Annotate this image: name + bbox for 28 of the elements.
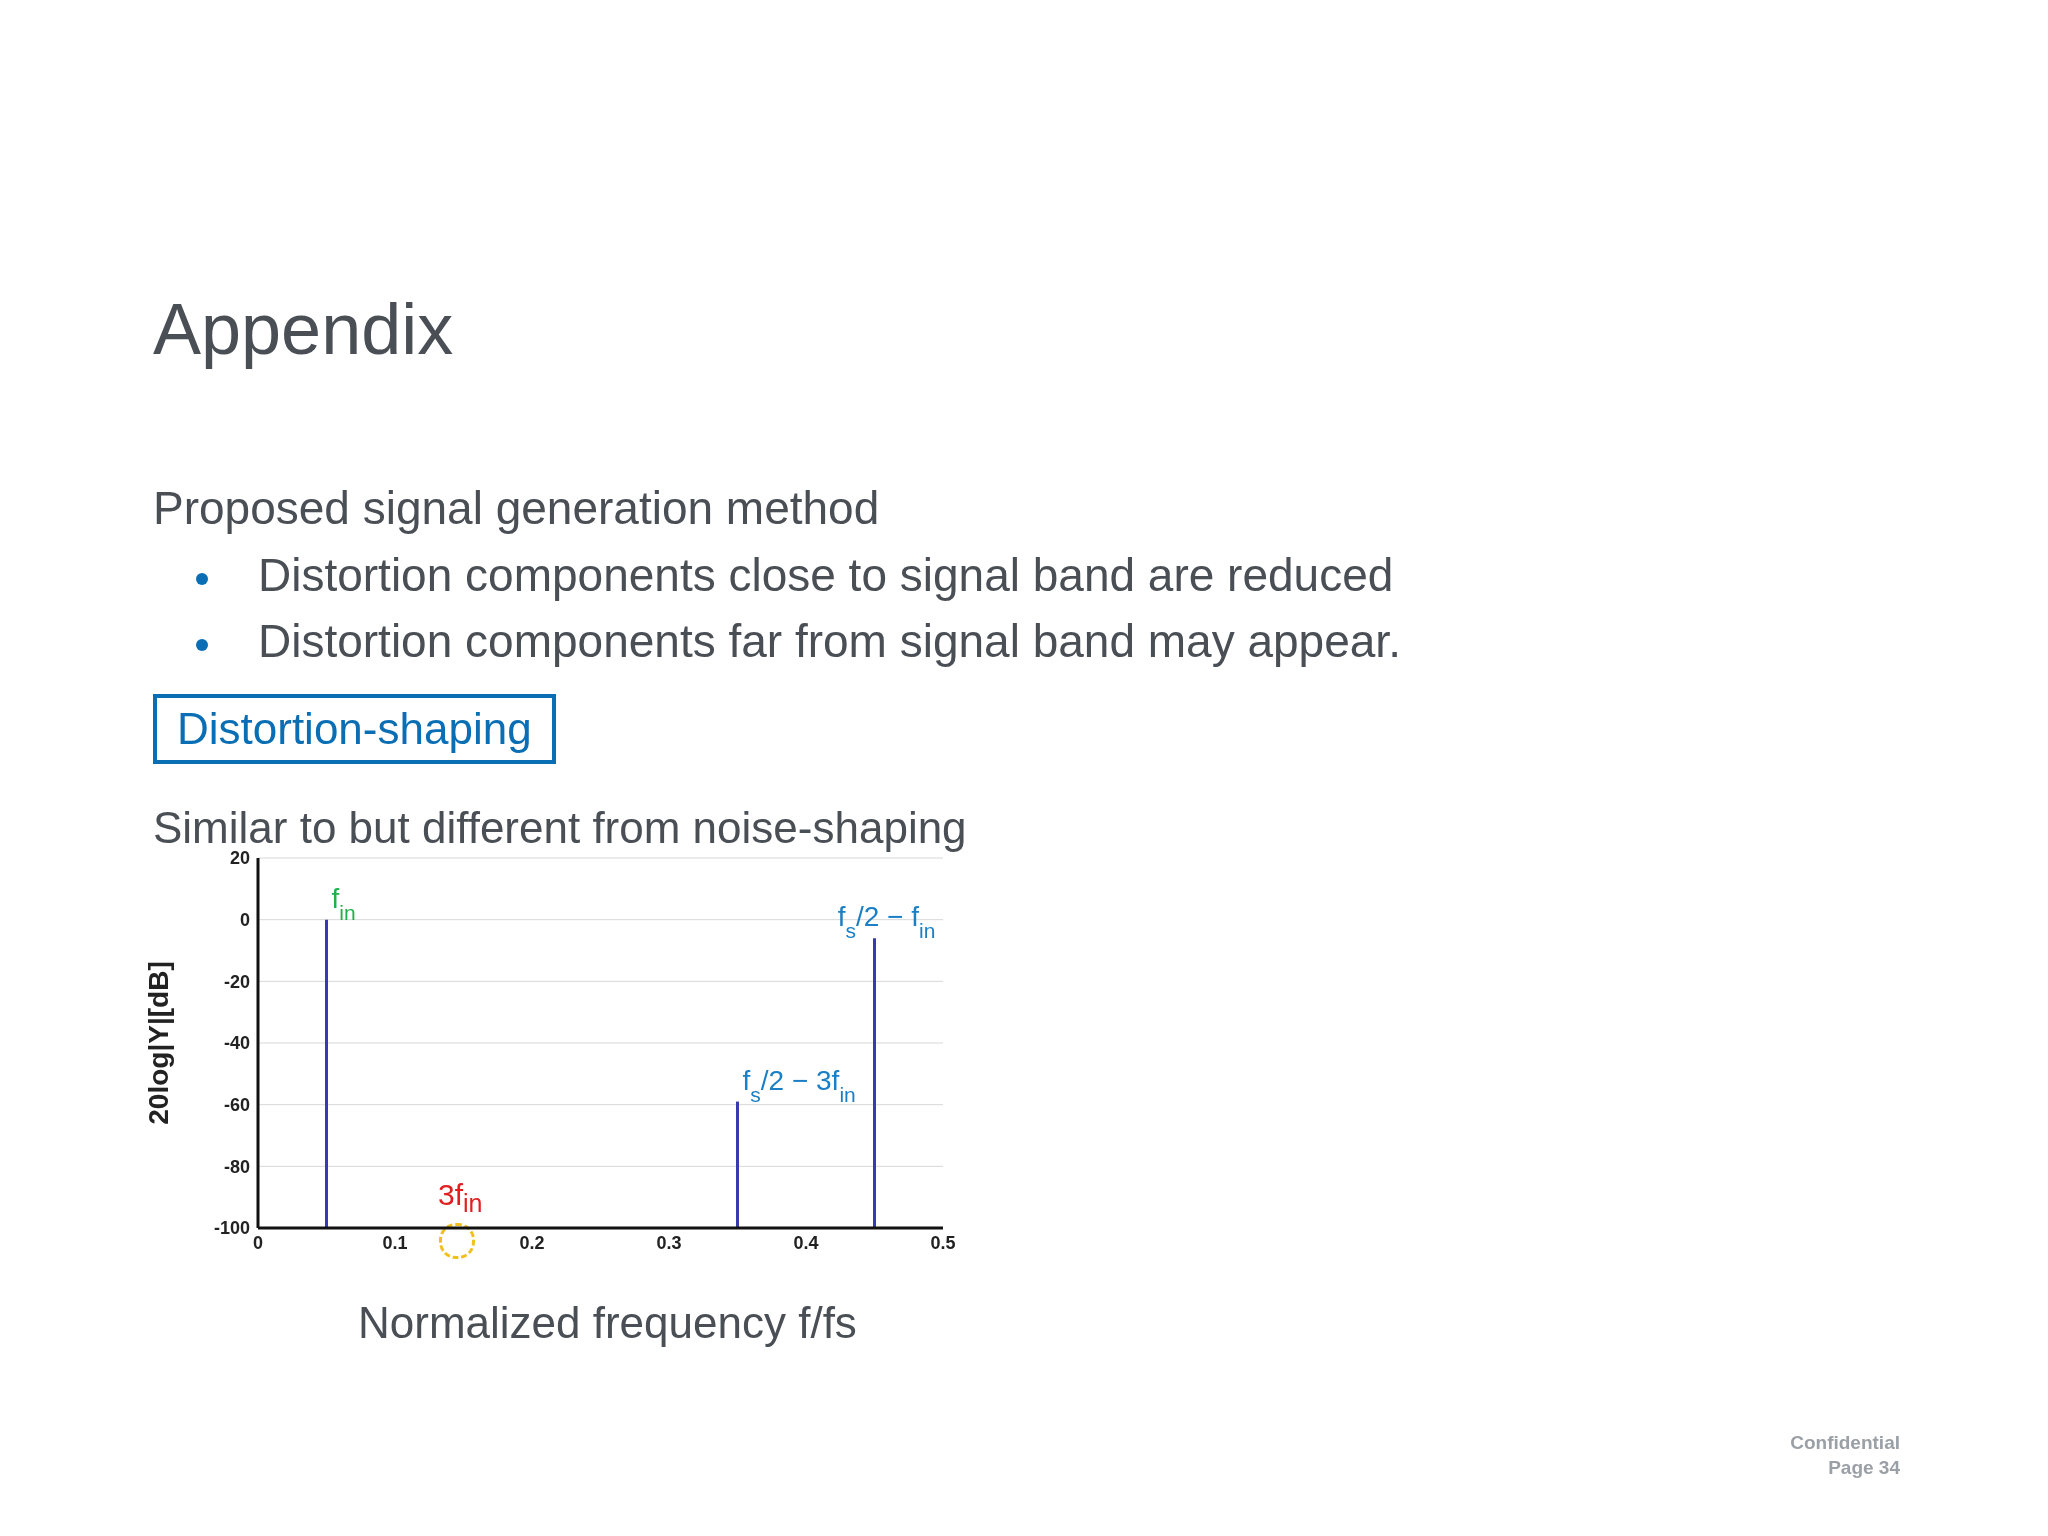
bar <box>325 919 328 1228</box>
annotation: f$_{s}$/2 − 3f$_{in}$ <box>742 1064 856 1106</box>
bar <box>736 1101 739 1228</box>
y-tick-label: -40 <box>223 1033 250 1054</box>
x-tick-label: 0.1 <box>382 1232 408 1253</box>
bar <box>873 938 876 1228</box>
text: Page 34 <box>1828 1457 1900 1479</box>
y-tick-label: -80 <box>223 1156 250 1177</box>
text: Distortion-shaping <box>153 694 556 764</box>
y-tick-label: 0 <box>239 910 250 931</box>
x-tick-label: 0.5 <box>930 1232 956 1253</box>
text: Confidential <box>1790 1432 1900 1454</box>
chart-title: Appendix <box>153 288 454 370</box>
annotation: 3f$_{in}$ <box>438 1178 483 1218</box>
text: Distortion components far from signal band may appear. <box>258 614 1401 668</box>
x-tick-label: 0.2 <box>519 1232 545 1253</box>
x-tick-label: 0.4 <box>793 1232 819 1253</box>
y-axis-title: 20log|Y|[dB] <box>142 961 174 1125</box>
y-tick-label: -60 <box>223 1095 250 1116</box>
chart-subtitle: Proposed signal generation method <box>153 481 880 535</box>
x-tick-label: 0.3 <box>656 1232 682 1253</box>
annotation: f$_{in}$ <box>331 882 356 924</box>
text: Distortion components close to signal band are reduced <box>258 548 1394 602</box>
annotation: f$_{s}$/2 − f$_{in}$ <box>837 901 936 942</box>
x-tick-label: 0 <box>252 1232 264 1253</box>
y-tick-label: -20 <box>223 971 250 992</box>
y-tick-label: -100 <box>213 1218 250 1239</box>
x-axis-title: Normalized frequency f/fs <box>358 1298 857 1348</box>
